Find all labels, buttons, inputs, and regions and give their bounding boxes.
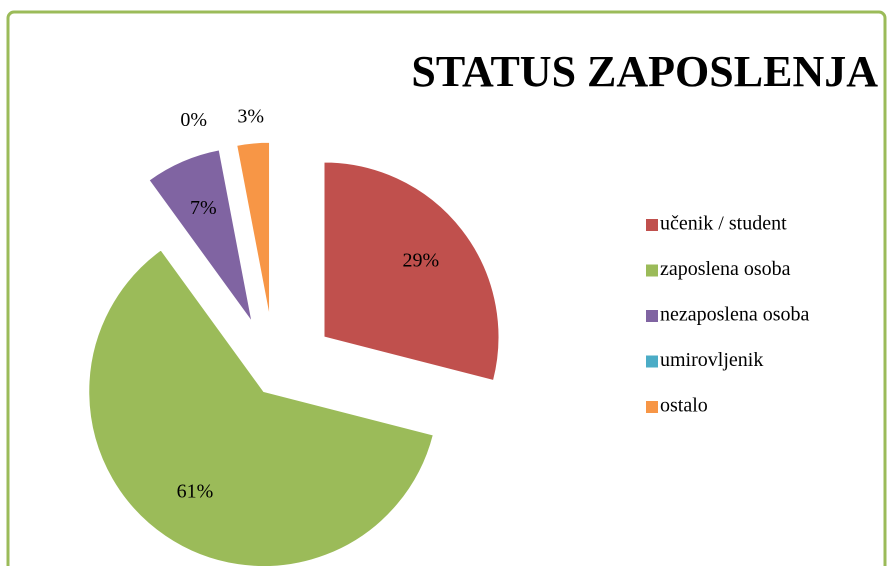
pie-slice bbox=[88, 249, 434, 568]
legend-label: umirovljenik bbox=[660, 349, 763, 371]
legend-swatch bbox=[646, 401, 658, 413]
data-label: 0% bbox=[180, 109, 207, 131]
pie-slice bbox=[236, 141, 271, 318]
legend-label: zaposlena osoba bbox=[660, 258, 791, 280]
data-label: 29% bbox=[402, 250, 439, 272]
legend-swatch bbox=[646, 355, 658, 368]
legend-label: nezaposlena osoba bbox=[660, 304, 810, 326]
data-label: 7% bbox=[190, 197, 217, 219]
legend-swatch bbox=[646, 264, 658, 277]
chart-title: STATUS ZAPOSLENJA bbox=[411, 47, 878, 96]
pie-slice bbox=[323, 161, 500, 382]
legend-label: ostalo bbox=[660, 395, 708, 417]
data-label: 3% bbox=[237, 106, 264, 128]
pie-slice bbox=[148, 149, 253, 323]
legend-label: učenik / student bbox=[660, 213, 787, 235]
legend-swatch bbox=[646, 219, 658, 231]
data-label: 61% bbox=[177, 480, 214, 502]
legend-swatch bbox=[646, 310, 658, 322]
